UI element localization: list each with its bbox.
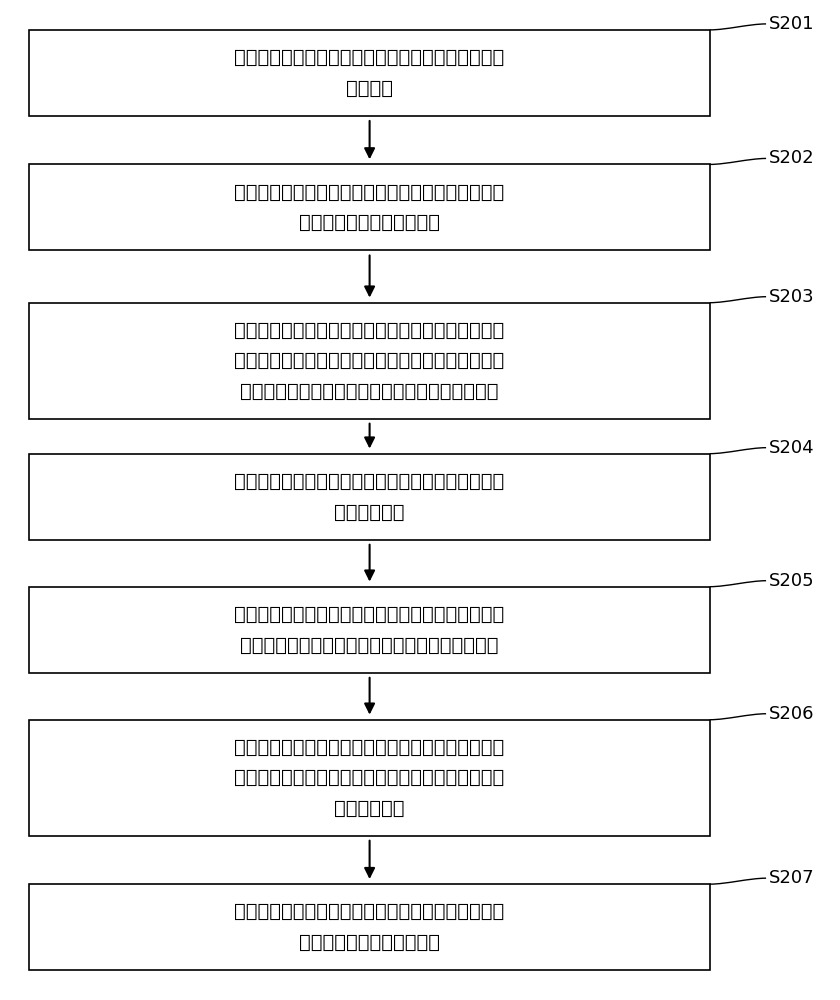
Text: S205: S205 — [769, 572, 814, 590]
Text: 控制主机根据第一比对结果、第二比对结果、第三比: 控制主机根据第一比对结果、第二比对结果、第三比 — [234, 738, 505, 757]
Bar — [29, 164, 710, 250]
Bar — [29, 454, 710, 540]
Text: 量周期主控点干球温度值相比对得到第三比对结果: 量周期主控点干球温度值相比对得到第三比对结果 — [240, 636, 499, 655]
Text: 第二比对结果: 第二比对结果 — [334, 502, 405, 521]
Text: S204: S204 — [769, 439, 814, 457]
Text: 下时段运行，直至烘烤结束: 下时段运行，直至烘烤结束 — [299, 933, 440, 952]
Text: 与设定的回差值的和值相对比，得到第一比对结果: 与设定的回差值的和值相对比，得到第一比对结果 — [240, 382, 499, 401]
Text: 第二预设操作: 第二预设操作 — [334, 799, 405, 818]
Bar — [29, 303, 710, 419]
Text: S206: S206 — [769, 705, 814, 723]
Bar — [29, 30, 710, 116]
Bar — [29, 720, 710, 836]
Text: S202: S202 — [769, 149, 814, 167]
Text: 控制主机获得当前主控点干球温度值和当前辅控点干: 控制主机获得当前主控点干球温度值和当前辅控点干 — [234, 48, 505, 67]
Bar — [29, 884, 710, 970]
Text: 控制主机将获得的当前主控点干球温度值与上一个测: 控制主机将获得的当前主控点干球温度值与上一个测 — [234, 605, 505, 624]
Text: 控制主机记录烘烤时段，本时段运行结束时自动转入: 控制主机记录烘烤时段，本时段运行结束时自动转入 — [234, 902, 505, 921]
Text: 控制主机将当前主控点干球温度值与当前辅控点干球: 控制主机将当前主控点干球温度值与当前辅控点干球 — [234, 183, 505, 202]
Text: 控制主机将温差值与预设的允许温差值相比对，得到: 控制主机将温差值与预设的允许温差值相比对，得到 — [234, 472, 505, 491]
Text: 对结果以及当前的烘烤时段控制执行部件执行对应的: 对结果以及当前的烘烤时段控制执行部件执行对应的 — [234, 768, 505, 787]
Text: 球温度值: 球温度值 — [346, 79, 393, 98]
Text: S203: S203 — [769, 288, 814, 306]
Bar — [29, 587, 710, 673]
Text: 控制主机将当前主控点干球温度值分别与目标温度值: 控制主机将当前主控点干球温度值分别与目标温度值 — [234, 321, 505, 340]
Text: S201: S201 — [769, 15, 814, 33]
Text: 温度值相比对，得到温差值: 温度值相比对，得到温差值 — [299, 213, 440, 232]
Text: 、目标温度值与设定的回差值的差值以及目标温度值: 、目标温度值与设定的回差值的差值以及目标温度值 — [234, 351, 505, 370]
Text: S207: S207 — [769, 869, 814, 887]
